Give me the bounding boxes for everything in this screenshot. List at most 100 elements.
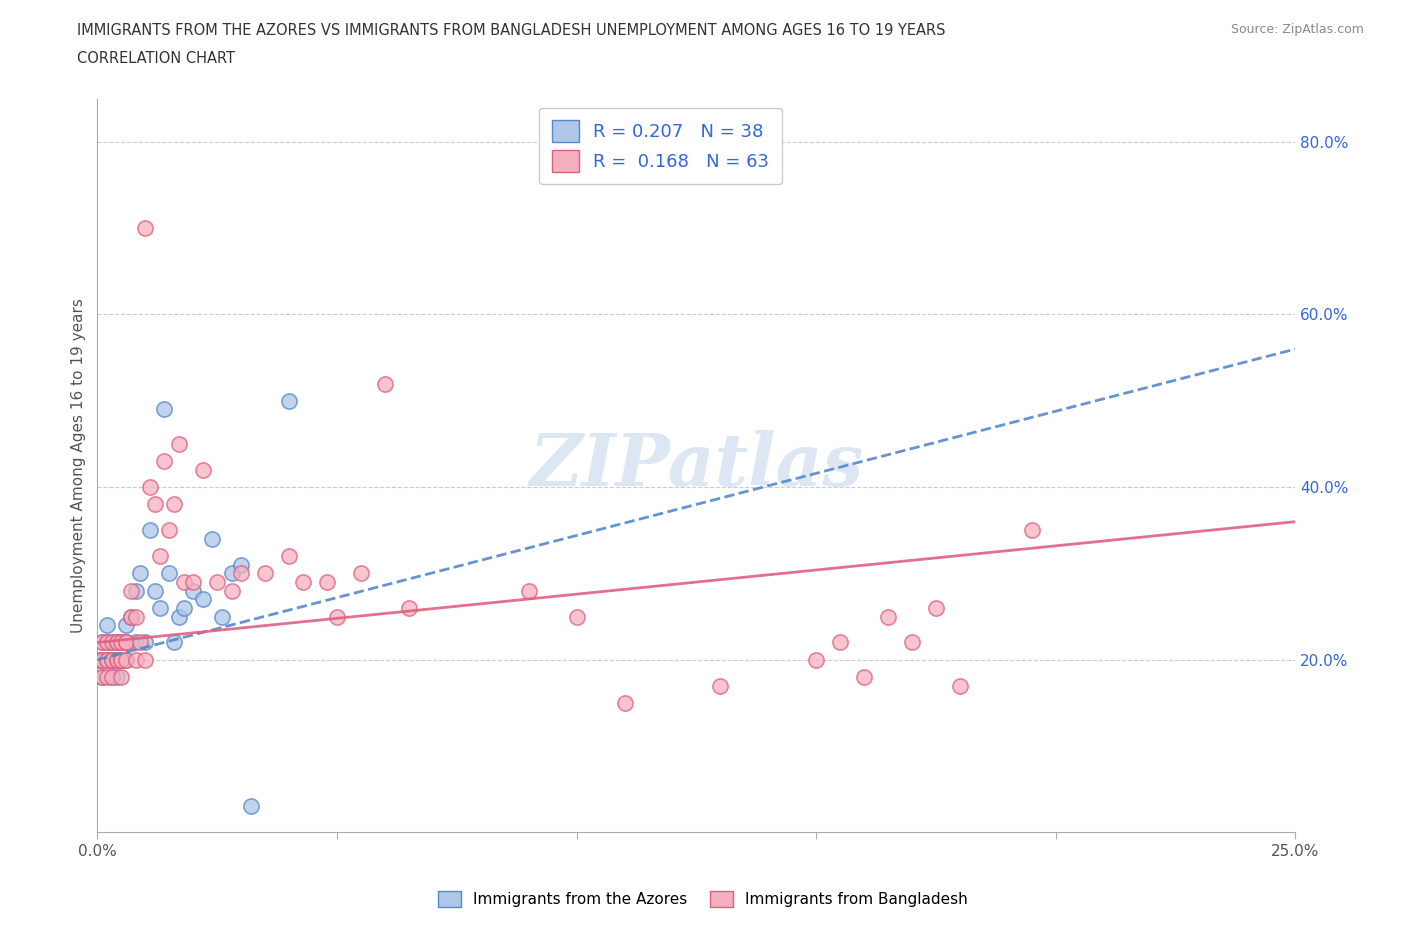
Point (91, 670, 114, 684)
Text: IMMIGRANTS FROM THE AZORES VS IMMIGRANTS FROM BANGLADESH UNEMPLOYMENT AMONG AGES: IMMIGRANTS FROM THE AZORES VS IMMIGRANTS… (77, 23, 946, 38)
Point (115, 635, 138, 650)
Point (830, 635, 852, 650)
Point (96, 652, 118, 667)
Point (229, 557, 252, 572)
Point (134, 652, 156, 667)
Point (181, 583, 204, 598)
Point (89, 652, 111, 667)
Point (91, 635, 114, 650)
Point (149, 549, 172, 564)
Point (201, 531, 224, 546)
Point (877, 609, 900, 624)
Point (125, 635, 148, 650)
Point (517, 583, 540, 598)
Point (191, 462, 214, 477)
Point (229, 566, 252, 581)
Point (139, 480, 162, 495)
Point (115, 652, 138, 667)
Point (105, 635, 128, 650)
Point (613, 696, 636, 711)
Point (120, 583, 142, 598)
Point (181, 575, 204, 590)
Point (153, 454, 176, 469)
Point (173, 601, 195, 616)
Point (105, 652, 128, 667)
Point (120, 609, 142, 624)
Point (350, 566, 373, 581)
Point (125, 609, 148, 624)
Point (89, 652, 111, 667)
Legend: R = 0.207   N = 38, R =  0.168   N = 63: R = 0.207 N = 38, R = 0.168 N = 63 (538, 108, 782, 184)
Point (110, 652, 132, 667)
Point (105, 652, 128, 667)
Point (110, 652, 132, 667)
Point (96, 635, 118, 650)
Point (191, 591, 214, 606)
Point (316, 575, 339, 590)
Point (96, 635, 118, 650)
Point (806, 652, 828, 667)
Point (221, 583, 243, 598)
Point (153, 402, 176, 417)
Point (163, 635, 186, 650)
Point (91, 670, 114, 684)
Point (925, 601, 948, 616)
Point (100, 670, 122, 684)
Point (110, 635, 132, 650)
Point (167, 609, 190, 624)
Point (96, 652, 118, 667)
Point (100, 670, 122, 684)
Point (1021, 523, 1043, 538)
Point (115, 635, 138, 650)
Point (100, 635, 122, 650)
Point (901, 635, 924, 650)
Point (125, 652, 148, 667)
Point (100, 652, 122, 667)
Point (139, 523, 162, 538)
Point (949, 678, 972, 693)
Point (129, 635, 152, 650)
Point (157, 523, 180, 538)
Point (129, 566, 152, 581)
Point (91, 652, 114, 667)
Point (105, 652, 128, 667)
Point (205, 575, 228, 590)
Point (125, 583, 148, 598)
Point (157, 566, 180, 581)
Y-axis label: Unemployment Among Ages 16 to 19 years: Unemployment Among Ages 16 to 19 years (72, 299, 86, 633)
Point (709, 678, 731, 693)
Point (173, 575, 195, 590)
Point (326, 609, 349, 624)
Point (254, 566, 277, 581)
Point (105, 635, 128, 650)
Point (374, 376, 396, 391)
Point (105, 635, 128, 650)
Point (100, 652, 122, 667)
Point (278, 393, 301, 408)
Text: CORRELATION CHART: CORRELATION CHART (77, 51, 235, 66)
Point (96, 670, 118, 684)
Point (96, 618, 118, 632)
Point (292, 575, 315, 590)
Point (143, 583, 166, 598)
Point (105, 670, 128, 684)
Point (115, 652, 138, 667)
Point (565, 609, 588, 624)
Point (239, 799, 262, 814)
Point (853, 670, 876, 684)
Text: ZIPatlas: ZIPatlas (529, 430, 863, 501)
Point (134, 220, 156, 235)
Point (110, 670, 132, 684)
Point (278, 549, 301, 564)
Point (211, 609, 233, 624)
Legend: Immigrants from the Azores, Immigrants from Bangladesh: Immigrants from the Azores, Immigrants f… (432, 884, 974, 913)
Point (115, 635, 138, 650)
Point (100, 652, 122, 667)
Point (398, 601, 420, 616)
Point (134, 635, 156, 650)
Point (110, 635, 132, 650)
Point (110, 652, 132, 667)
Point (143, 497, 166, 512)
Point (163, 497, 186, 512)
Point (115, 618, 138, 632)
